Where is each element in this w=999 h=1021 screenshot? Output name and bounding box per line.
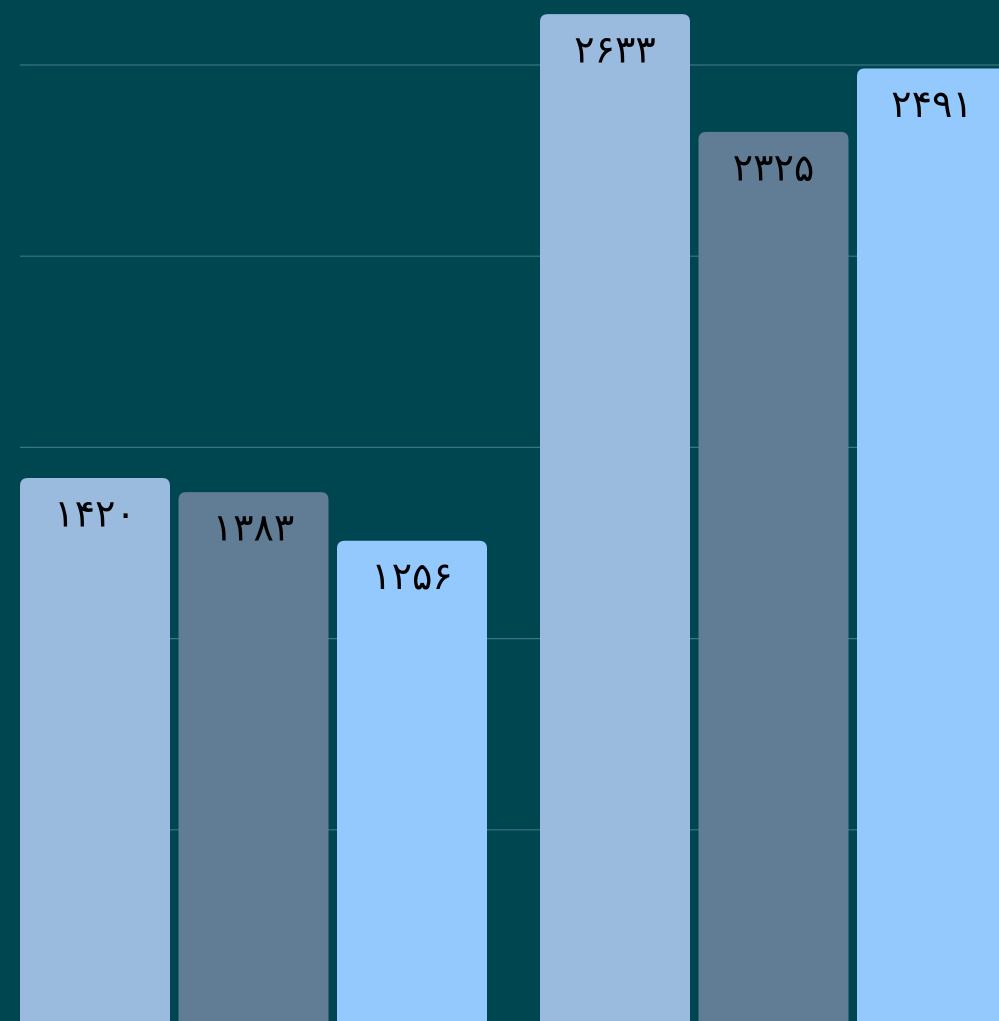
bar bbox=[178, 492, 329, 1021]
bar bbox=[540, 14, 690, 1021]
value-label: ۱۲۵۶ bbox=[371, 554, 453, 598]
value-label: ۲۳۲۵ bbox=[733, 145, 815, 189]
value-label: ۱۳۸۳ bbox=[213, 506, 295, 550]
value-label: ۱۴۲۰ bbox=[54, 491, 136, 535]
value-label: ۲۴۹۱ bbox=[891, 82, 973, 126]
bar bbox=[337, 540, 487, 1021]
bar bbox=[857, 68, 999, 1021]
bar bbox=[20, 477, 170, 1021]
bar bbox=[698, 131, 849, 1021]
value-label: ۲۶۳۳ bbox=[574, 28, 656, 72]
